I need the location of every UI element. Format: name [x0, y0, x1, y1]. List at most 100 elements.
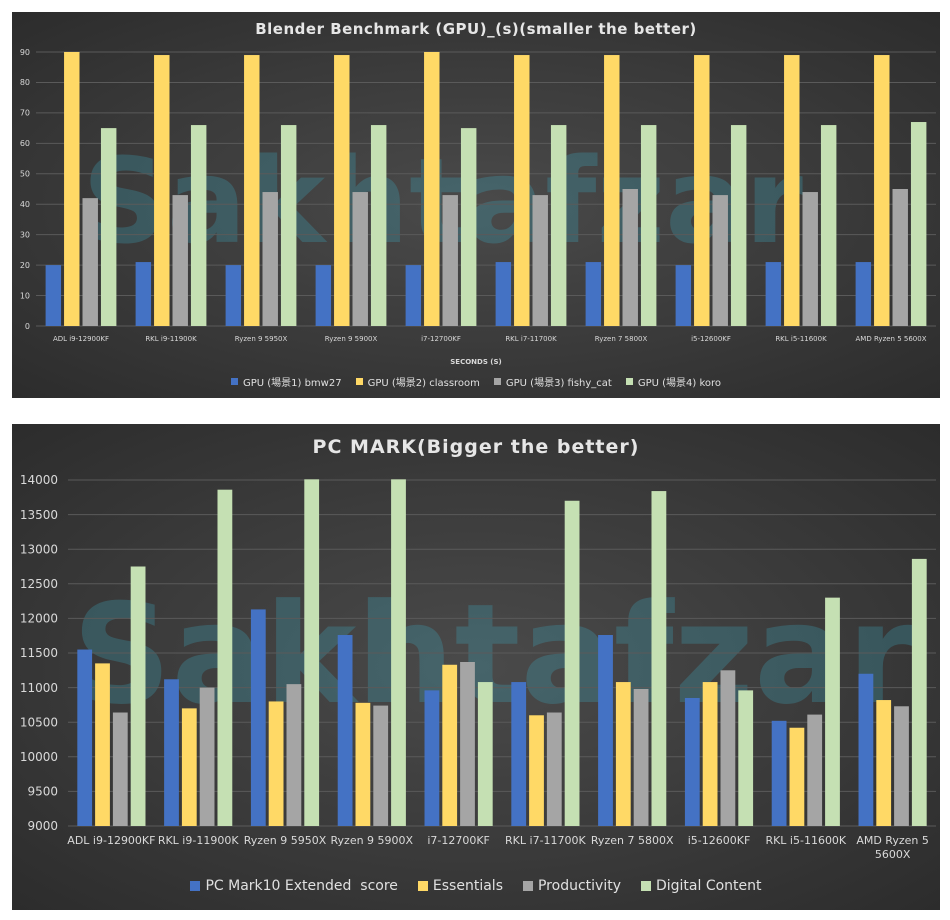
legend-label: Essentials — [432, 878, 503, 894]
bar — [460, 661, 475, 826]
bar — [135, 262, 152, 326]
bar — [784, 55, 800, 327]
legend-item: GPU (場景3) fishy_cat — [493, 374, 612, 389]
bar — [181, 708, 197, 826]
bar — [95, 663, 110, 826]
bar — [373, 705, 389, 826]
legend-label: GPU (場景2) classroom — [367, 378, 480, 389]
bar — [730, 125, 747, 326]
bar — [529, 715, 544, 826]
bar — [262, 192, 278, 326]
legend-swatch — [230, 378, 238, 385]
bar — [352, 192, 368, 326]
x-tick-label: RKL i7-11700K — [505, 834, 586, 847]
bar — [268, 701, 284, 826]
bar — [370, 125, 387, 326]
bar — [640, 125, 657, 326]
bar — [442, 195, 458, 326]
bar — [651, 491, 667, 826]
y-tick-label: 10000 — [20, 750, 58, 764]
x-tick-label: Ryzen 9 5900X — [331, 834, 414, 847]
bar — [911, 558, 927, 826]
y-tick-label: 70 — [20, 109, 30, 118]
x-tick-label: AMD Ryzen 5 5600X — [856, 335, 927, 343]
bar — [100, 128, 117, 326]
y-tick-label: 30 — [20, 230, 30, 239]
x-tick-label: Ryzen 9 5950X — [235, 335, 288, 343]
x-tick-label: RKL i5-11600K — [765, 834, 846, 847]
x-tick-label: ADL i9-12900KF — [67, 834, 155, 847]
bar — [694, 55, 710, 327]
bar — [77, 649, 93, 826]
x-tick-label: i7-12700KF — [427, 834, 490, 847]
bar — [622, 189, 638, 326]
legend-swatch — [355, 378, 363, 385]
y-tick-label: 10 — [20, 291, 30, 300]
bar — [45, 265, 62, 326]
x-axis-title: SECONDS (S) — [450, 358, 502, 366]
bar — [712, 195, 728, 326]
legend-item: Essentials — [417, 878, 503, 894]
bar — [286, 684, 302, 826]
bar — [337, 635, 353, 826]
bar — [675, 265, 692, 326]
x-tick-label: ADL i9-12900KF — [53, 335, 109, 343]
legend-label: PC Mark10 Extended score — [205, 878, 398, 894]
bar — [82, 198, 98, 326]
blender-chart-plot: 0 10 20 30 40 50 60 70 80 90 ADL i9-12900KF RKL i9-… — [20, 48, 936, 343]
legend-item: GPU (場景1) bmw27 — [230, 374, 342, 389]
x-tick-label: i5-12600KF — [691, 335, 731, 343]
bar — [633, 688, 649, 826]
y-tick-label: 12500 — [20, 577, 58, 591]
bar — [820, 125, 837, 326]
y-tick-label: 9500 — [27, 785, 58, 799]
bar — [315, 265, 332, 326]
legend-label: GPU (場景4) koro — [637, 378, 722, 389]
bar — [615, 682, 631, 826]
chart-legend: PC Mark10 Extended score Essentials Prod… — [12, 878, 940, 894]
y-tick-label: 9000 — [27, 819, 58, 833]
bar — [477, 682, 493, 826]
bar — [858, 673, 874, 826]
legend-swatch — [493, 378, 501, 385]
bar — [460, 128, 477, 326]
bar — [598, 635, 613, 826]
chart-title: Blender Benchmark (GPU)_(s)(smaller the … — [255, 20, 697, 38]
x-tick-label: i7-12700KF — [421, 335, 461, 343]
bar — [684, 697, 700, 826]
bar — [546, 712, 562, 826]
bar — [585, 262, 602, 326]
bar — [280, 125, 297, 326]
bar — [720, 670, 736, 826]
y-tick-label: 80 — [20, 78, 30, 87]
legend-swatch — [625, 378, 633, 385]
pcmark-chart-panel: Sakhtafzar PC MARK(Bigger the better) 90… — [12, 424, 940, 910]
bar — [910, 122, 927, 327]
y-tick-label: 10500 — [20, 715, 58, 729]
bar — [130, 566, 146, 826]
bar — [894, 706, 909, 826]
blender-chart-panel: Sakhtafzar Blender Benchmark (GPU)_(s)(s… — [12, 12, 940, 398]
y-tick-label: 0 — [25, 322, 30, 331]
bar — [405, 265, 422, 326]
bar — [771, 720, 787, 826]
x-tick-label: RKL i7-11700K — [505, 335, 557, 343]
bar — [391, 479, 406, 826]
bar — [64, 52, 80, 326]
bar — [112, 712, 128, 826]
bar — [807, 714, 823, 826]
bar — [304, 479, 320, 826]
bar — [250, 609, 266, 826]
bar — [564, 500, 580, 826]
y-tick-label: 13000 — [20, 542, 58, 556]
bar — [172, 195, 188, 326]
bar — [164, 679, 179, 826]
bar — [355, 702, 371, 826]
y-tick-label: 11500 — [20, 646, 58, 660]
bar — [855, 262, 872, 326]
x-tick-label: Ryzen 7 5800X — [595, 335, 648, 343]
x-tick-label: Ryzen 9 5950X — [244, 834, 327, 847]
bar — [604, 55, 620, 327]
y-tick-label: 90 — [20, 48, 30, 57]
bar — [789, 727, 805, 826]
